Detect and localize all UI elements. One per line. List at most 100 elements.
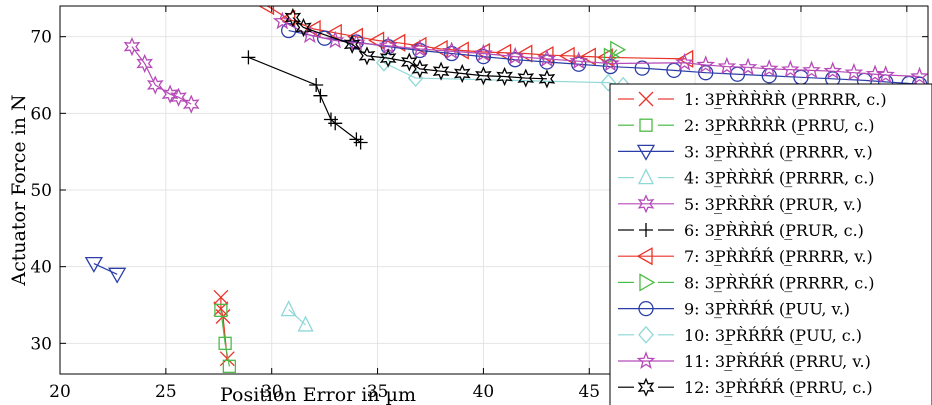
legend-marker (639, 118, 653, 132)
data-point (474, 43, 493, 62)
data-point (108, 267, 127, 284)
data-point (717, 56, 737, 75)
data-point (123, 37, 141, 57)
legend-entry: 7: 3P̲R̀R̀ŔŔ (P̲RRRR, v.) (618, 246, 873, 266)
legend-entry: 10: 3P̲R̀ŔŔŔ (P̲UU, c.) (618, 325, 862, 345)
series-1 (213, 289, 235, 367)
data-point (444, 45, 460, 62)
data-point (844, 62, 864, 81)
data-point (600, 73, 617, 92)
legend-label: 12: 3P̲R̀ŔŔŔ (P̲RRU, c.) (684, 377, 873, 397)
data-point (284, 7, 302, 28)
data-point (146, 75, 164, 95)
series-3 (84, 256, 127, 284)
series-12 (284, 7, 556, 89)
data-point (182, 94, 200, 114)
data-point (411, 59, 429, 79)
legend-entry: 4: 3P̲R̀R̀R̀Ŕ (P̲RRRR, c.) (618, 168, 875, 188)
legend-label: 8: 3P̲R̀R̀ŔŔ (P̲RRRR, c.) (684, 272, 875, 292)
x-tick-label: 40 (473, 382, 495, 402)
legend-marker (639, 223, 653, 237)
legend-marker (638, 325, 654, 344)
legend-marker (637, 168, 655, 185)
legend-marker (638, 300, 654, 317)
data-point (569, 51, 589, 70)
legend-label: 9: 3P̲R̀R̀ŔŔ (P̲UU, v.) (684, 299, 850, 319)
data-point (738, 57, 758, 76)
series-6 (241, 50, 368, 150)
data-point (802, 60, 821, 79)
data-point (865, 64, 885, 83)
data-point (579, 47, 596, 66)
data-point (84, 256, 103, 273)
data-point (379, 48, 397, 68)
y-tick-label: 60 (30, 104, 52, 124)
data-point (400, 52, 418, 72)
y-tick-label: 70 (30, 28, 52, 48)
data-point (343, 34, 361, 54)
data-point (313, 88, 328, 103)
series-4 (280, 300, 314, 332)
legend-label: 10: 3P̲R̀ŔŔŔ (P̲UU, c.) (684, 325, 862, 345)
data-point (539, 54, 555, 70)
legend-label: 2: 3P̲R̀R̀R̀R̀R̀ (P̲RRU, c.) (684, 116, 875, 135)
data-point (280, 22, 297, 39)
data-point (495, 43, 512, 62)
data-point (823, 61, 843, 80)
legend-marker (636, 351, 656, 369)
data-point (910, 66, 928, 85)
data-point (537, 49, 557, 67)
legend-label: 5: 3P̲R̀R̀R̀Ŕ (P̲RUR, v.) (684, 194, 862, 214)
series-5 (123, 37, 200, 114)
legend: 1: 3P̲R̀R̀R̀R̀R̀ (P̲RRRR, c.) 2: 3P̲R̀R̀R… (609, 83, 932, 405)
data-point (453, 63, 471, 84)
data-point (258, 6, 275, 16)
data-point (432, 61, 450, 81)
data-point (507, 52, 523, 68)
data-point (876, 65, 896, 83)
data-point (214, 303, 228, 318)
data-point (219, 351, 235, 367)
data-point (475, 48, 492, 65)
legend-label: 6: 3P̲R̀R̀R̀Ŕ (P̲RUR, c.) (684, 220, 864, 240)
data-point (376, 53, 392, 72)
data-point (325, 30, 345, 49)
y-tick-label: 40 (30, 258, 52, 278)
series-2 (214, 303, 237, 373)
data-point (517, 68, 535, 88)
legend-marker (637, 377, 655, 397)
legend-label: 3: 3P̲R̀R̀R̀Ŕ (P̲RRRR, v.) (684, 141, 873, 161)
legend-label: 11: 3P̲R̀ŔŔŔ (P̲RRU, v.) (684, 351, 871, 371)
legend-marker (637, 194, 655, 214)
data-point (222, 359, 237, 373)
legend-marker (636, 247, 653, 266)
legend-entry: 5: 3P̲R̀R̀R̀Ŕ (P̲RUR, v.) (618, 194, 862, 214)
legend-marker (638, 91, 654, 107)
x-tick-label: 45 (578, 382, 600, 402)
data-point (358, 46, 376, 66)
legend-entry: 12: 3P̲R̀ŔŔŔ (P̲RRU, c.) (618, 377, 873, 397)
data-point (603, 47, 620, 66)
series-line (292, 17, 547, 80)
legend-entry: 3: 3P̲R̀R̀R̀Ŕ (P̲RRRR, v.) (618, 141, 873, 161)
data-point (496, 66, 513, 87)
legend-entry: 2: 3P̲R̀R̀R̀R̀R̀ (P̲RRU, c.) (618, 116, 875, 135)
data-point (241, 50, 256, 65)
legend-entry: 9: 3P̲R̀R̀ŔŔ (P̲UU, v.) (618, 299, 850, 319)
data-point (297, 315, 314, 332)
y-tick-label: 30 (30, 334, 52, 354)
data-point (280, 300, 297, 317)
series-line (220, 310, 230, 367)
data-point (475, 66, 492, 86)
data-point (759, 59, 779, 77)
data-point (295, 17, 312, 38)
x-tick-label: 25 (155, 382, 177, 402)
data-point (353, 135, 368, 150)
data-point (781, 59, 800, 78)
data-point (601, 53, 620, 72)
data-point (213, 289, 229, 305)
y-tick-label: 50 (30, 181, 52, 201)
data-point (412, 42, 428, 59)
x-tick-label: 30 (261, 382, 283, 402)
